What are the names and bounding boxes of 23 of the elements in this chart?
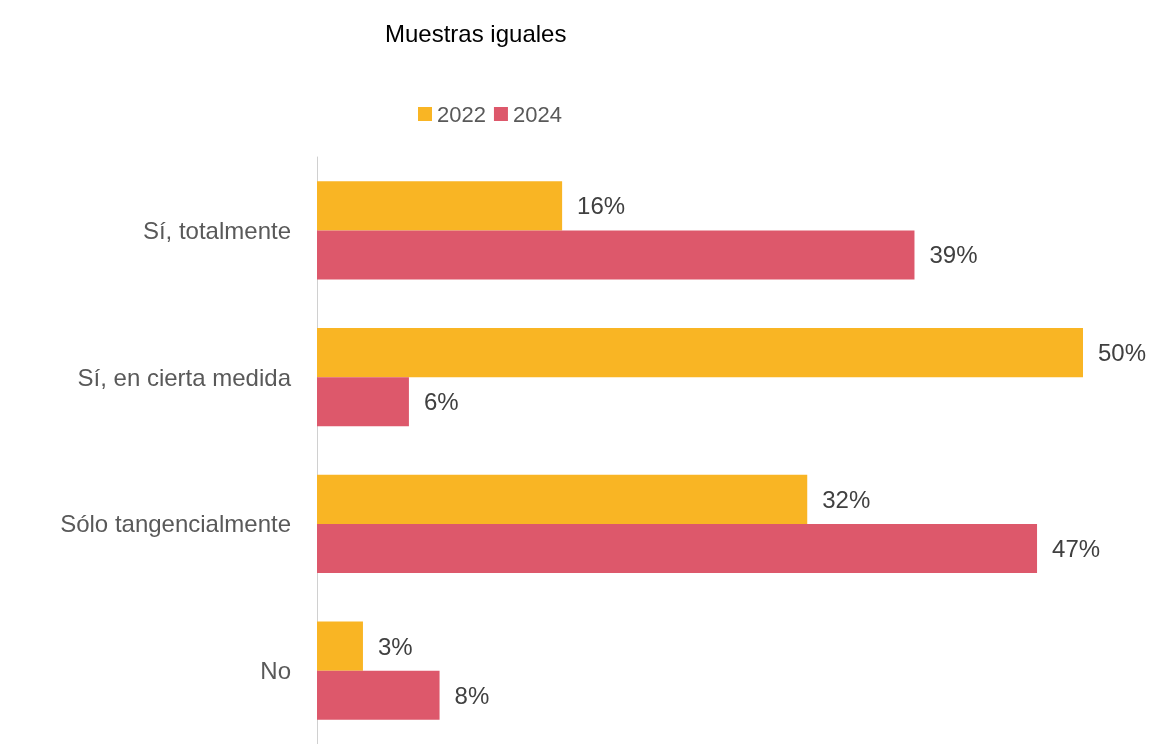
bar bbox=[317, 181, 563, 231]
data-label: 8% bbox=[454, 681, 490, 709]
chart-title: Muestras iguales bbox=[385, 19, 567, 47]
y-tick-label: Sí, totalmente bbox=[142, 216, 291, 244]
bar bbox=[317, 327, 1083, 378]
data-label: 6% bbox=[423, 388, 459, 416]
bar bbox=[317, 670, 440, 720]
y-tick-label: No bbox=[260, 657, 291, 685]
data-label: 3% bbox=[377, 632, 413, 660]
legend-label: 2024 bbox=[512, 101, 562, 127]
legend-label: 2022 bbox=[437, 101, 486, 127]
data-label: 50% bbox=[1098, 339, 1147, 367]
data-label: 32% bbox=[822, 485, 871, 513]
y-tick-label: Sólo tangencialmente bbox=[60, 510, 291, 538]
bar bbox=[317, 474, 808, 524]
data-label: 16% bbox=[577, 192, 626, 220]
bar bbox=[317, 377, 409, 427]
y-tick-label: Sí, en cierta medida bbox=[77, 363, 292, 391]
bar bbox=[317, 230, 915, 280]
data-label: 39% bbox=[929, 241, 978, 269]
data-label: 47% bbox=[1052, 534, 1101, 562]
bar bbox=[317, 621, 363, 671]
bar bbox=[317, 523, 1038, 574]
